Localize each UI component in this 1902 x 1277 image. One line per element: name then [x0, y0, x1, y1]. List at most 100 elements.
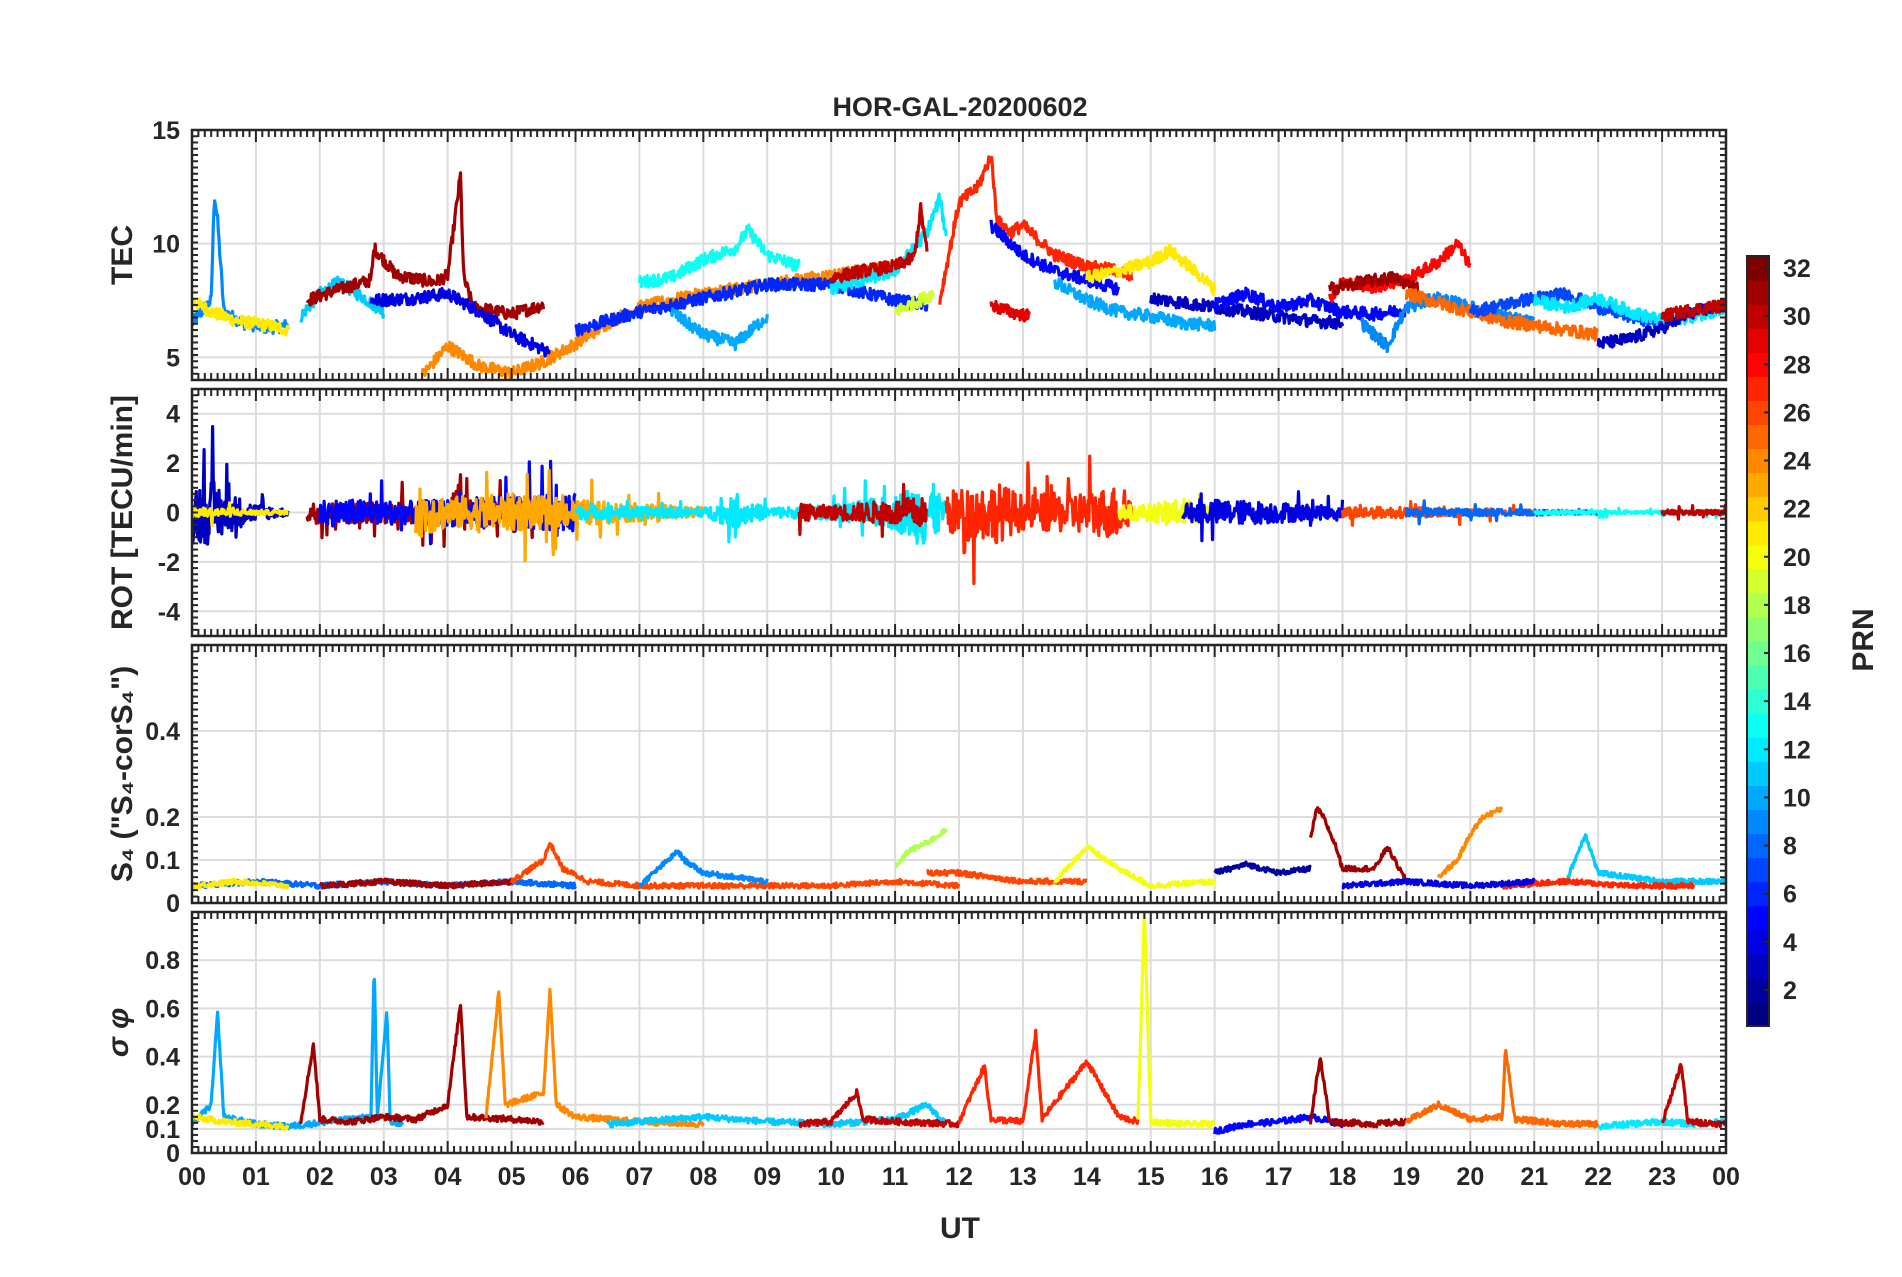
series-prn-12: [573, 479, 948, 545]
y-axis-label: TEC: [106, 225, 139, 285]
y-tick-label: 0.1: [145, 847, 180, 875]
series-prn-30: [1660, 503, 1726, 521]
x-tick-label: 00: [178, 1163, 206, 1191]
colorbar-segment: [1747, 472, 1769, 498]
colorbar-tick-label: 12: [1783, 736, 1811, 764]
colorbar-segment: [1747, 665, 1769, 690]
series-prn-18: [894, 827, 948, 869]
series-prn-31: [318, 877, 513, 890]
series-prn-5: [1213, 1113, 1345, 1135]
colorbar-segment: [1747, 1001, 1769, 1027]
series-prn-10: [1053, 277, 1217, 332]
y-tick-label: 0.2: [145, 804, 180, 832]
series-prn-4: [1181, 490, 1345, 543]
colorbar-segment: [1747, 616, 1769, 642]
panel-s4: 0 0.1 0.2 0.4S₄ ("S₄-corS₄"): [106, 643, 1728, 918]
series-prn-27: [1500, 877, 1696, 890]
colorbar-segment: [1747, 352, 1769, 377]
series-prn-25: [1404, 288, 1600, 342]
colorbar-segment: [1747, 857, 1769, 883]
colorbar-segment: [1747, 713, 1769, 738]
panel-rot: -4 -2 0 2 4 ROT [TECU/min]: [106, 387, 1728, 638]
colorbar-tick-label: 26: [1783, 399, 1811, 427]
colorbar-tick-label: 20: [1783, 544, 1811, 572]
y-tick-label: 0.2: [145, 1092, 180, 1120]
x-tick-label: 23: [1648, 1163, 1676, 1191]
x-tick-label: 18: [1329, 1163, 1357, 1191]
y-tick-label: 2: [166, 450, 180, 478]
colorbar-segment: [1747, 977, 1769, 1003]
colorbar-segment: [1747, 953, 1769, 979]
series-prn-2: [1213, 860, 1312, 877]
y-tick-label: 4: [166, 401, 180, 429]
x-tick-label: 20: [1456, 1163, 1484, 1191]
series-prn-20: [1136, 912, 1216, 1129]
x-tick-label: 17: [1265, 1163, 1293, 1191]
y-axis-label: ROT [TECU/min]: [106, 395, 139, 630]
colorbar-segment: [1747, 496, 1769, 522]
colorbar-tick-label: 6: [1783, 881, 1797, 909]
series-prn-26: [510, 841, 961, 890]
colorbar-segment: [1747, 376, 1769, 401]
y-axis-label: σ φ: [102, 1008, 135, 1057]
series-prn-27: [957, 1028, 1140, 1126]
colorbar-segment: [1747, 280, 1769, 305]
y-tick-label: 10: [152, 231, 180, 259]
colorbar-segment: [1747, 641, 1769, 666]
series-prn-7: [1468, 287, 1664, 329]
colorbar-tick-label: 32: [1783, 255, 1811, 283]
series-prn-31: [1328, 271, 1421, 296]
x-tick-label: 02: [306, 1163, 334, 1191]
colorbar-tick-label: 16: [1783, 640, 1811, 668]
colorbar-frame: [1746, 255, 1770, 1027]
series-prn-31: [1308, 1057, 1408, 1129]
x-tick-label: 04: [434, 1163, 462, 1191]
colorbar-label: PRN: [1847, 608, 1880, 671]
panel-tec: 5 10 15 TEC: [106, 117, 1728, 382]
series-prn-20: [1053, 844, 1217, 890]
series-prn-24: [1436, 806, 1504, 879]
series-prn-21: [1085, 243, 1217, 296]
series-prn-4: [369, 286, 552, 360]
colorbar-tick-label: 28: [1783, 351, 1811, 379]
x-tick-label: 07: [626, 1163, 654, 1191]
y-tick-label: 0.6: [145, 995, 180, 1023]
x-tick-label: 16: [1201, 1163, 1229, 1191]
series-group: [192, 155, 1726, 380]
x-tick-label: 05: [498, 1163, 526, 1191]
colorbar-tick-label: 24: [1783, 448, 1811, 476]
y-tick-label: 0.4: [145, 718, 180, 746]
colorbar-segment: [1747, 400, 1769, 426]
colorbar-segment: [1747, 328, 1769, 353]
y-tick-label: 15: [152, 117, 180, 145]
colorbar-segment: [1747, 905, 1769, 931]
x-tick-label: 11: [882, 1163, 909, 1191]
y-axis-label: S₄ ("S₄-corS₄"): [106, 666, 139, 882]
series-prn-19: [893, 290, 935, 317]
chart-title: HOR-GAL-20200602: [832, 92, 1087, 122]
colorbar-tick-label: 4: [1783, 929, 1797, 957]
x-axis-label: UT: [940, 1212, 980, 1245]
y-tick-label: 0: [166, 1140, 180, 1168]
colorbar-tick-label: 2: [1783, 977, 1797, 1005]
series-prn-30: [1660, 1062, 1726, 1129]
colorbar-segment: [1747, 833, 1769, 859]
colorbar-segment: [1747, 761, 1769, 786]
series-prn-31: [299, 1003, 545, 1126]
colorbar-segment: [1747, 448, 1769, 474]
colorbar-segment: [1747, 592, 1769, 618]
y-tick-label: -4: [158, 598, 180, 626]
x-tick-label: 03: [370, 1163, 398, 1191]
x-tick-label: 10: [817, 1163, 845, 1191]
colorbar-tick-label: 18: [1783, 592, 1811, 620]
y-tick-label: 5: [166, 344, 180, 372]
colorbar-segment: [1747, 544, 1769, 570]
series-prn-10: [669, 307, 769, 352]
colorbar-segment: [1747, 929, 1769, 955]
series-prn-9: [1360, 291, 1536, 354]
series-group: [192, 912, 1726, 1135]
series-prn-31: [1308, 806, 1408, 883]
series-group: [192, 425, 1726, 586]
